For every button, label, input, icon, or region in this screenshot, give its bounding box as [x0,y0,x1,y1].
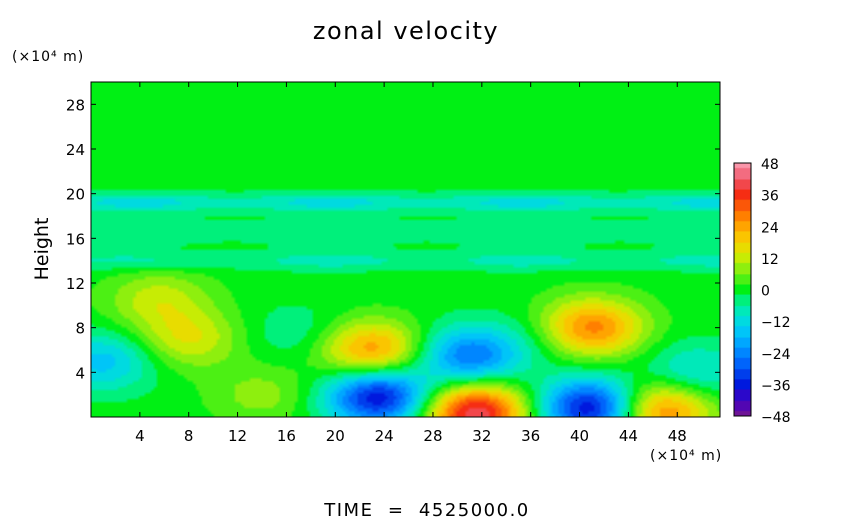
plot-frame [90,81,721,418]
y-tick-label: 12 [66,275,85,293]
y-tick-label: 8 [75,320,85,338]
colorbar-tick-label: 24 [761,220,779,236]
heatmap-field [91,82,720,417]
x-tick-label: 36 [521,427,540,445]
colorbar-frame [733,162,752,417]
y-unit-label: (×10⁴ m) [12,49,84,65]
colorbar-tick-label: −36 [761,378,791,394]
y-tick-label: 24 [66,141,85,159]
colorbar-fill [734,163,751,416]
x-tick-label: 28 [423,427,442,445]
x-tick-label: 4 [135,427,145,445]
x-axis-ticks: 4 8 12 16 20 24 28 32 36 40 44 48 [135,82,687,445]
colorbar-ticks: 48 36 24 12 0 −12 −24 −36 −48 [761,157,791,426]
colorbar-tick-label: 12 [761,252,779,268]
colorbar-tick-label: −12 [761,315,791,331]
chart-title: zonal velocity [313,17,499,45]
y-tick-label: 20 [66,186,85,204]
x-unit-label: (×10⁴ m) [650,448,722,464]
x-tick-label: 24 [375,427,394,445]
colorbar-tick-label: −24 [761,347,791,363]
y-axis-label: Height [31,218,53,281]
x-tick-label: 32 [472,427,491,445]
x-tick-label: 20 [326,427,345,445]
y-axis-ticks: 4 8 12 16 20 24 28 [66,96,720,382]
x-tick-label: 44 [619,427,638,445]
x-tick-label: 16 [277,427,296,445]
x-tick-label: 40 [570,427,589,445]
x-tick-label: 8 [184,427,194,445]
x-tick-label: 12 [228,427,247,445]
y-tick-label: 28 [66,96,85,114]
colorbar-tick-label: 0 [761,284,770,300]
time-footer: TIME = 4525000.0 [323,500,530,519]
x-tick-label: 48 [668,427,687,445]
colorbar-tick-label: −48 [761,410,791,426]
y-tick-label: 4 [75,364,85,382]
colorbar-tick-label: 48 [761,157,779,173]
colorbar-tick-label: 36 [761,189,779,205]
y-tick-label: 16 [66,230,85,248]
